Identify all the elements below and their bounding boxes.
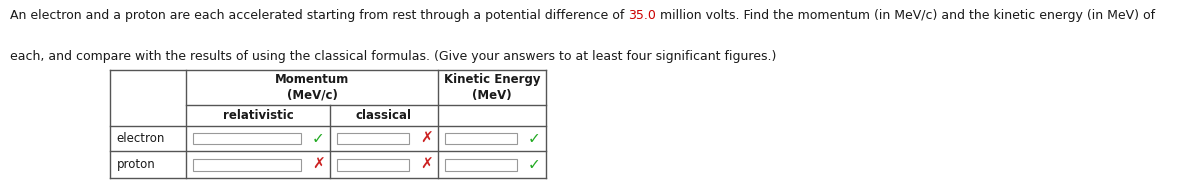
FancyBboxPatch shape xyxy=(193,133,301,144)
FancyBboxPatch shape xyxy=(445,133,517,144)
Text: ✗: ✗ xyxy=(420,157,432,172)
FancyBboxPatch shape xyxy=(193,159,301,171)
Text: ✗: ✗ xyxy=(420,131,432,146)
Text: Kinetic Energy
(MeV): Kinetic Energy (MeV) xyxy=(444,73,540,102)
Text: ✓: ✓ xyxy=(528,157,540,172)
Text: ✗: ✗ xyxy=(312,157,324,172)
Text: relativistic: relativistic xyxy=(223,109,293,122)
FancyBboxPatch shape xyxy=(337,159,409,171)
Text: An electron and a proton are each accelerated starting from rest through a poten: An electron and a proton are each accele… xyxy=(10,9,628,22)
Text: ✓: ✓ xyxy=(312,131,324,146)
Text: proton: proton xyxy=(116,158,155,171)
Text: million volts. Find the momentum (in MeV/c) and the kinetic energy (in MeV) of: million volts. Find the momentum (in MeV… xyxy=(656,9,1154,22)
Text: 35.0: 35.0 xyxy=(628,9,656,22)
Text: each, and compare with the results of using the classical formulas. (Give your a: each, and compare with the results of us… xyxy=(10,50,776,63)
FancyBboxPatch shape xyxy=(445,159,517,171)
Text: classical: classical xyxy=(356,109,412,122)
Text: ✓: ✓ xyxy=(528,131,540,146)
FancyBboxPatch shape xyxy=(337,133,409,144)
Text: Momentum
(MeV/c): Momentum (MeV/c) xyxy=(275,73,349,102)
Text: electron: electron xyxy=(116,132,164,145)
